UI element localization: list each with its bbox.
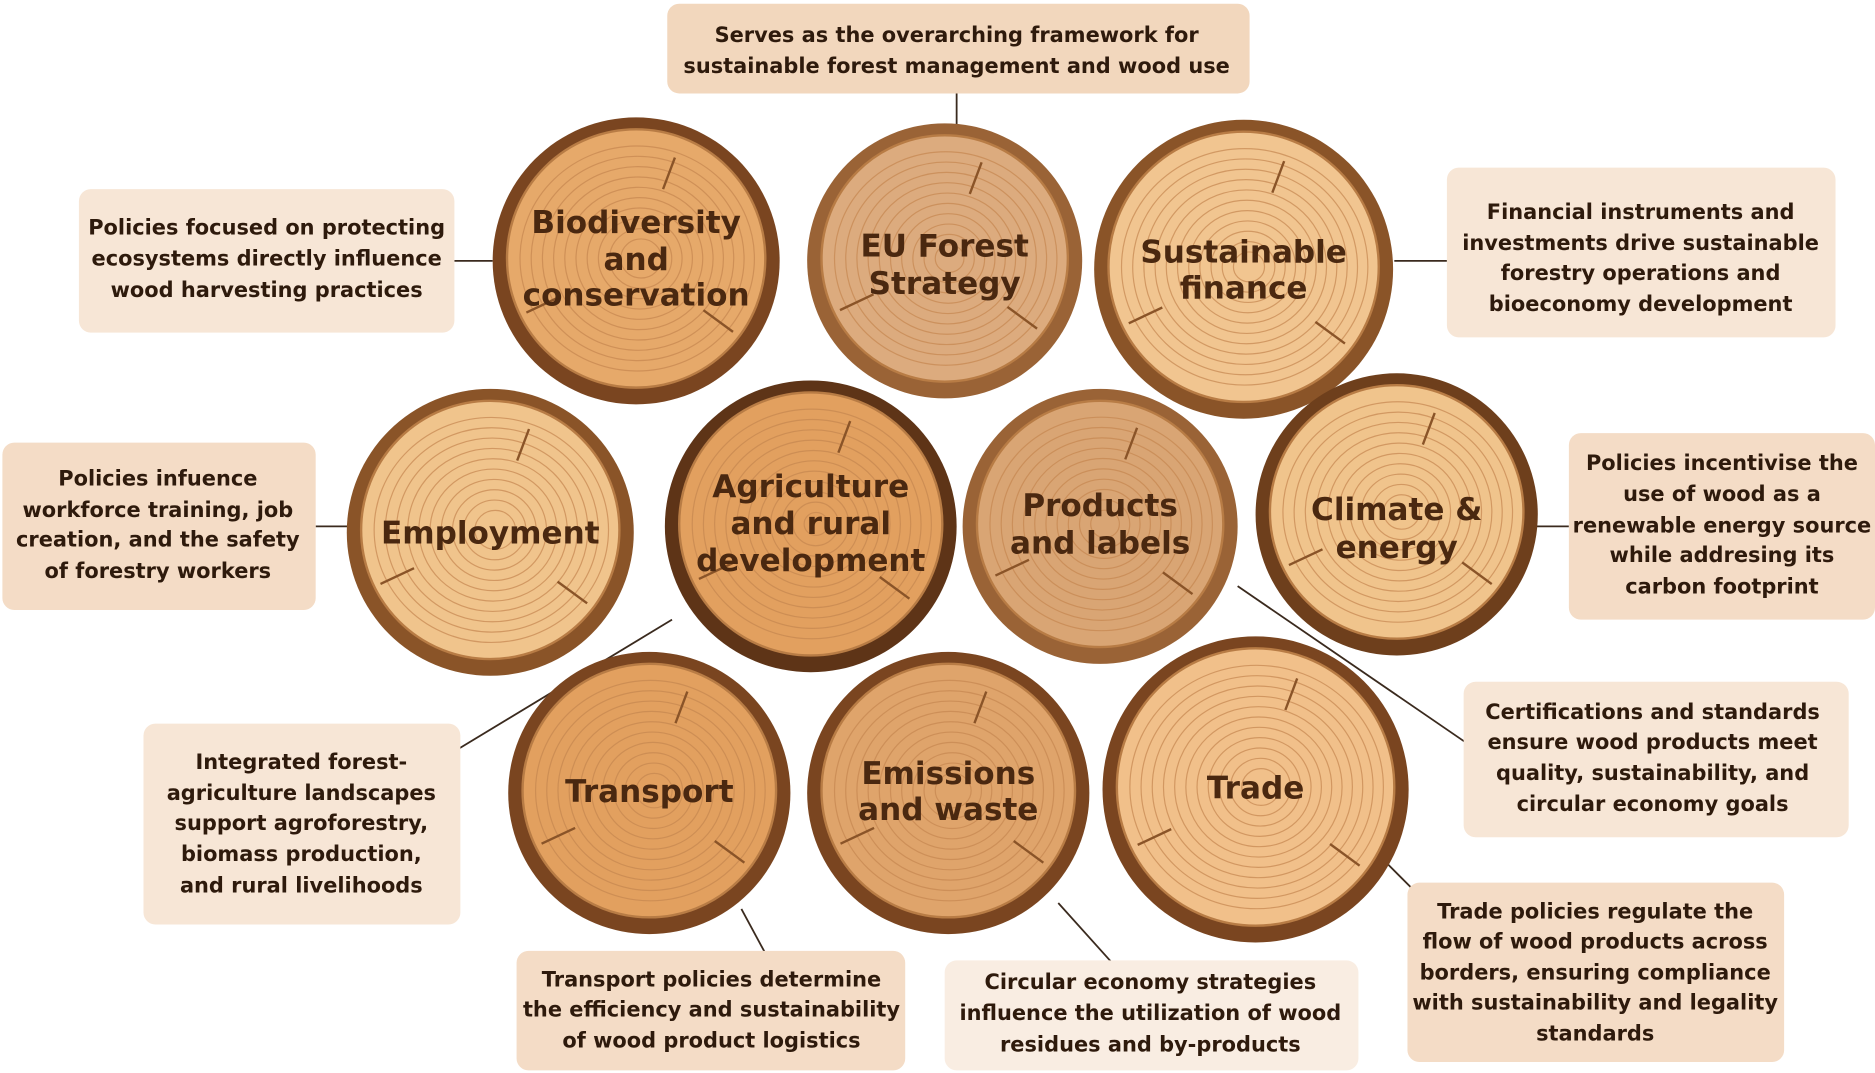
description-text: influence the utilization of wood [959,1001,1341,1025]
description-text: agriculture landscapes [167,781,436,805]
connector [741,909,765,953]
description-text: while addresing its [1610,543,1835,567]
description-text: Transport policies determine [542,968,881,992]
connector [1058,903,1112,963]
description-text: standards [1536,1022,1654,1046]
log-label: conservation [523,278,750,314]
description-text: wood harvesting practices [111,278,423,302]
log-label: and rural [730,506,891,542]
description-text: Financial instruments and [1487,200,1795,224]
description-text: borders, ensuring compliance [1420,961,1771,985]
log-label: Emissions [861,756,1035,792]
description-text: Policies infuence [58,467,257,491]
description-text: Serves as the overarching framework for [715,23,1200,47]
log-label: Sustainable [1140,235,1347,271]
description-text: biomass production, [181,842,422,866]
log: Emissionsand waste [807,652,1089,934]
log-label: Employment [381,516,600,552]
description-box [667,4,1249,94]
log-label: EU Forest [860,229,1029,265]
description-text: renewable energy source [1573,513,1872,537]
log: Transport [508,652,790,934]
description-text: carbon footprint [1625,574,1818,598]
description-text: with sustainability and legality [1412,990,1778,1014]
log: Sustainablefinance [1094,120,1393,419]
log-label: energy [1336,530,1458,566]
log-label: and waste [858,792,1038,828]
log-label: Strategy [869,266,1021,302]
log-label: Agriculture [712,469,909,505]
log-label: Biodiversity [531,205,741,241]
description-text: ecosystems directly influence [92,247,442,271]
description-text: Policies focused on protecting [88,216,445,240]
diagram: BiodiversityandconservationEU ForestStra… [0,0,1875,1073]
description-text: Trade policies regulate the [1437,900,1753,924]
description-text: ensure wood products meet [1487,730,1817,754]
log: Employment [347,389,634,676]
description-text: Policies incentivise the [1586,451,1858,475]
description-text: quality, sustainability, and [1496,761,1809,785]
description-text: workforce training, job [22,498,293,522]
description-text: Integrated forest- [195,750,407,774]
description-text: creation, and the safety [16,528,300,552]
description-text: support agroforestry, [175,811,429,835]
description-text: bioeconomy development [1489,292,1793,316]
log-label: Transport [565,774,734,810]
description-text: Certifications and standards [1485,700,1820,724]
description-text: of forestry workers [45,559,272,583]
description-text: use of wood as a [1623,482,1821,506]
log-label: Trade [1207,770,1304,806]
description-text: forestry operations and [1501,261,1781,285]
description-text: the efficiency and sustainability [523,998,900,1022]
log-label: Products [1022,488,1178,524]
log: Climate &energy [1256,373,1538,655]
log-label: and labels [1010,525,1190,561]
description-text: and rural livelihoods [180,873,423,897]
log: EU ForestStrategy [807,123,1082,398]
description-text: of wood product logistics [562,1029,860,1053]
log-label: Climate & [1311,492,1482,528]
description-text: circular economy goals [1517,792,1789,816]
description-text: residues and by-products [1000,1032,1301,1056]
log: Trade [1103,636,1409,942]
description-text: Circular economy strategies [985,970,1317,994]
description-text: flow of wood products across [1423,929,1768,953]
log-label: development [696,543,925,579]
description-text: investments drive sustainable [1462,231,1819,255]
log-label: finance [1180,271,1308,307]
description-text: sustainable forest management and wood u… [683,54,1229,78]
log: Productsand labels [963,389,1238,664]
log-label: and [603,242,668,278]
